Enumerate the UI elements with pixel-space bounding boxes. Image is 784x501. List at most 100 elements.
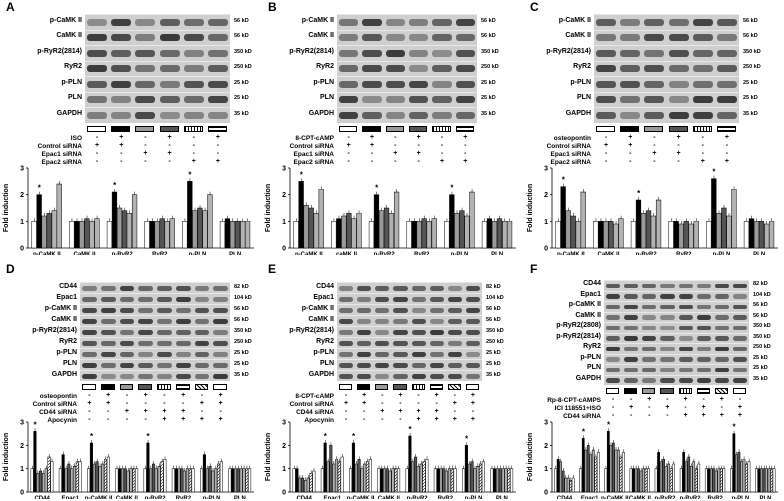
western-blot-strip	[80, 348, 230, 359]
blot-band	[644, 80, 665, 88]
bar	[245, 468, 249, 493]
blot-band	[732, 283, 747, 289]
treatment-label: CD44 siRNA	[296, 409, 334, 416]
treatment-sign: -	[417, 141, 420, 149]
treatment-sign: -	[604, 133, 608, 141]
blot-band	[82, 373, 97, 379]
blot-label: CD44	[59, 282, 77, 290]
bar	[234, 221, 241, 249]
significance-star: *	[637, 189, 641, 198]
blot-band	[678, 325, 693, 331]
y-tick-label: 2	[282, 443, 286, 450]
bar	[405, 468, 409, 493]
blot-band	[714, 336, 729, 341]
blot-label: CaMK II	[308, 32, 334, 40]
bar	[694, 468, 698, 493]
blot-band	[668, 34, 689, 42]
blot-band	[138, 296, 153, 302]
western-blot-strip	[80, 326, 230, 337]
treatment-sign: -	[347, 149, 350, 157]
bar	[584, 449, 588, 493]
molecular-weight-label: 104 kD	[753, 291, 771, 298]
bar	[208, 466, 212, 493]
blot-band	[644, 49, 665, 57]
blot-band	[339, 111, 359, 119]
blot-band	[375, 351, 390, 357]
western-blot-strip	[337, 45, 477, 61]
blot-band	[696, 283, 711, 289]
molecular-weight-label: 56 kD	[234, 17, 249, 24]
treatment-sign: +	[119, 141, 124, 149]
bar	[411, 461, 415, 493]
x-tick-label: CaMK II	[629, 496, 651, 499]
treatment-sign: +	[470, 392, 475, 399]
blot-label: p-CaMK II	[301, 16, 334, 24]
bar	[159, 218, 165, 249]
blot-band	[732, 346, 747, 352]
bar	[657, 452, 660, 493]
significance-star: *	[409, 425, 413, 434]
western-blot-strip	[337, 315, 482, 326]
blot-band	[194, 373, 210, 379]
legend-swatch	[624, 388, 638, 394]
x-tick-label: p-RyR2	[112, 252, 134, 255]
blot-band	[692, 80, 713, 88]
bar	[61, 454, 65, 493]
bar	[391, 468, 395, 493]
bar	[89, 221, 95, 249]
treatment-sign: +	[218, 416, 223, 423]
bar	[132, 468, 136, 493]
bar	[154, 468, 158, 493]
bar-chart: Fold induction 0 1 2 3 CD44 Epac1 p-CaMK II CaMK…	[265, 420, 516, 499]
blot-band	[624, 346, 639, 352]
molecular-weight-label: 35 kD	[481, 110, 496, 117]
molecular-weight-label: 104 kD	[486, 294, 504, 301]
bar	[244, 221, 251, 249]
x-tick-label: RyR2	[708, 496, 724, 499]
bar	[467, 463, 471, 493]
bar	[731, 189, 737, 249]
blot-band	[183, 111, 204, 119]
blot-band	[620, 65, 641, 73]
treatment-sign: +	[470, 416, 475, 423]
bar	[760, 468, 763, 493]
blot-band	[642, 346, 657, 352]
blot-label: p-RyR2(2814)	[32, 326, 77, 334]
blot-band	[339, 362, 354, 368]
legend-swatch	[183, 125, 203, 132]
bar	[689, 466, 693, 493]
bar	[449, 194, 455, 249]
bar	[554, 468, 557, 493]
bar	[292, 468, 296, 493]
legend-swatch	[135, 125, 155, 132]
bar	[334, 459, 338, 493]
bar	[767, 468, 771, 493]
legend-swatch	[678, 388, 692, 394]
molecular-weight-label: 350 kD	[481, 48, 499, 55]
treatment-sign: -	[453, 392, 456, 399]
blot-band	[157, 340, 172, 346]
bar	[373, 194, 380, 249]
molecular-weight-label: 56 kD	[234, 305, 249, 312]
treatment-sign: +	[167, 149, 172, 157]
bar	[351, 218, 357, 249]
treatment-sign: -	[347, 157, 350, 165]
bar	[757, 468, 761, 493]
western-blot-strip	[85, 91, 230, 107]
blot-label: p-PLN	[313, 348, 334, 356]
treatment-sign: +	[628, 133, 633, 141]
bar	[644, 468, 648, 493]
legend-swatch	[660, 388, 674, 394]
blot-band	[624, 294, 639, 299]
blot-band	[606, 325, 621, 331]
treatment-sign: -	[666, 396, 669, 403]
blot-band	[357, 373, 372, 379]
bar	[131, 194, 138, 249]
bar	[368, 221, 375, 249]
blot-band	[732, 357, 747, 362]
blot-band	[111, 49, 132, 57]
treatment-label: 8-CPT-cAMP	[295, 393, 334, 400]
western-blot-strip	[594, 14, 739, 30]
treatment-sign: +	[737, 404, 742, 411]
